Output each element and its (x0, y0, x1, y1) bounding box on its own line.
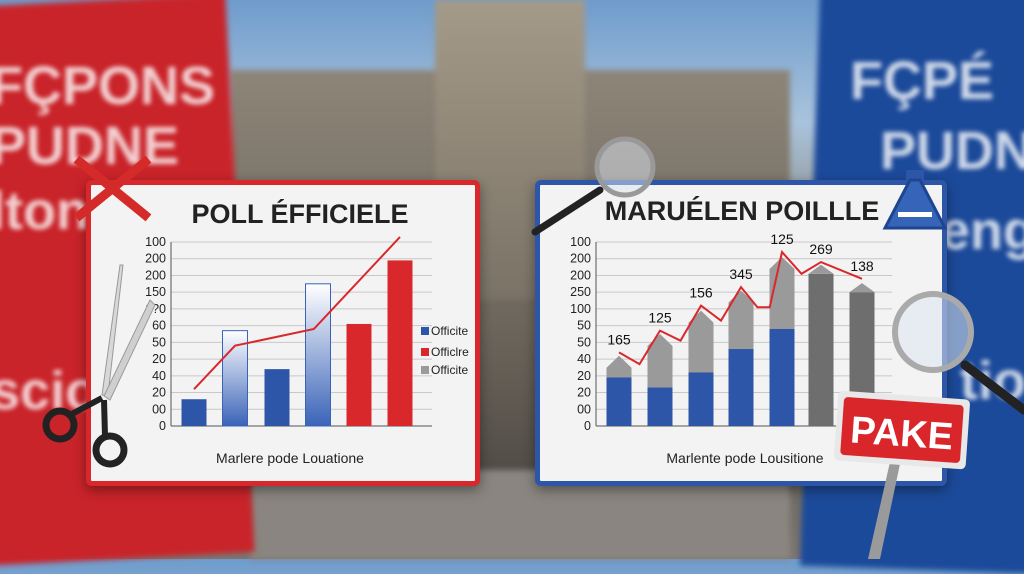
bar (264, 369, 290, 426)
bar-cap (849, 283, 875, 293)
y-tick-label: 200 (570, 268, 591, 282)
bar-gray (808, 273, 834, 426)
y-tick-label: 50 (152, 335, 166, 349)
y-tick-label: 20 (577, 386, 591, 400)
bar (181, 399, 207, 426)
bar-blue (688, 372, 714, 426)
legend-label: Officite (431, 363, 468, 377)
y-tick-label: 200 (145, 268, 166, 282)
y-tick-label: 20 (577, 369, 591, 383)
bar-blue (647, 387, 673, 426)
y-tick-label: 200 (570, 252, 591, 266)
legend: Officite Officlre Officite (421, 324, 469, 377)
legend-swatch (421, 348, 429, 356)
flask-icon (882, 170, 948, 230)
data-label: 269 (809, 241, 833, 257)
legend-swatch (421, 366, 429, 374)
poster-right-line: FÇPÉ (850, 51, 995, 111)
data-label: 125 (770, 231, 794, 247)
chart-right: 0002020405050100250200200100165125156345… (570, 231, 892, 433)
y-tick-label: 40 (577, 352, 591, 366)
trend-line (618, 249, 863, 366)
bar-cap (808, 264, 834, 274)
chart-left-title: POLL ÉFFICIELE (191, 198, 408, 229)
y-tick-label: 250 (570, 285, 591, 299)
legend-label: Officlre (431, 345, 469, 359)
sign-text: PAKE (849, 409, 954, 458)
y-tick-label: 0 (159, 419, 166, 433)
chart-panel-left (86, 180, 480, 486)
y-tick-label: 50 (577, 319, 591, 333)
chart-right-xlabel: Marlente pode Lousitione (666, 450, 823, 466)
poster-left-line: FÇPONS (0, 56, 216, 116)
bar (387, 260, 413, 426)
magnifying-glass-icon (531, 136, 656, 236)
bar-blue (769, 328, 795, 426)
y-tick-label: 0 (584, 419, 591, 433)
red-x-icon (73, 155, 152, 222)
y-tick-label: 40 (152, 369, 166, 383)
data-label: 156 (689, 285, 713, 301)
data-label: 125 (648, 310, 672, 326)
trend-line (193, 236, 401, 390)
chart-left-xlabel: Marlere pode Louatione (216, 450, 364, 466)
bar (305, 283, 331, 427)
bar (346, 323, 372, 426)
y-tick-label: 00 (152, 402, 166, 416)
y-tick-label: 100 (570, 302, 591, 316)
y-tick-label: 50 (577, 335, 591, 349)
data-label: 165 (607, 331, 631, 347)
poster-right-line: PUDNE (880, 121, 1024, 181)
y-tick-label: 200 (145, 252, 166, 266)
y-tick-label: 100 (570, 235, 591, 249)
y-tick-label: 150 (145, 285, 166, 299)
magnifying-glass-icon (892, 291, 1024, 415)
chart-right-title: MARUÉLEN POILLLE (605, 195, 880, 226)
y-tick-label: 100 (145, 235, 166, 249)
y-tick-label: 20 (152, 352, 166, 366)
bar-blue (606, 377, 632, 426)
y-tick-label: 60 (152, 319, 166, 333)
fake-sign: PAKE (834, 390, 970, 559)
bar-blue (728, 349, 754, 426)
data-label: 138 (850, 258, 874, 274)
poster-right-line: engi (940, 201, 1024, 261)
data-label: 345 (729, 266, 753, 282)
legend-swatch (421, 327, 429, 335)
y-tick-label: 00 (577, 402, 591, 416)
scissors-icon (42, 264, 156, 468)
y-tick-label: 20 (152, 386, 166, 400)
legend-label: Officite (431, 324, 468, 338)
